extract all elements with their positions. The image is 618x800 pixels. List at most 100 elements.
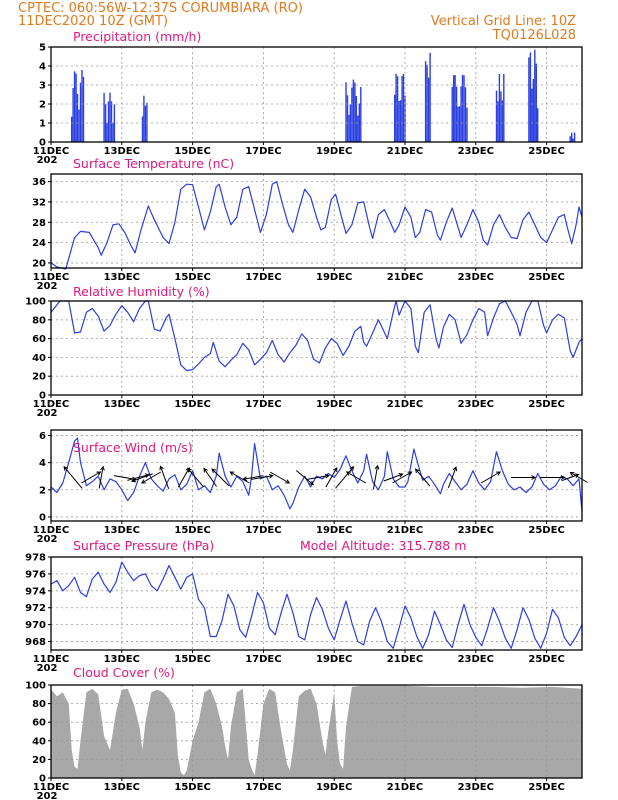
x-tick-label: 13DEC [104, 146, 140, 157]
panel-temperature: 20 24 28 32 36 11DEC 13DEC 15DEC 17DEC 19DEC 21DEC… [32, 156, 583, 292]
precip-bar [572, 138, 574, 142]
wind-arrow [160, 466, 170, 489]
precip-bar [457, 106, 459, 142]
y-tick-label: 968 [25, 637, 46, 648]
precip-bar [427, 77, 430, 142]
precip-bar [537, 108, 539, 142]
x-tick-label: 23DEC [458, 654, 494, 665]
x-tick-label: 21DEC [387, 399, 423, 410]
model-altitude-label: Model Altitude: 315.788 m [300, 538, 466, 553]
precip-bar [104, 104, 107, 142]
y-tick-label: 0 [39, 512, 46, 523]
x-tick-label: 13DEC [104, 525, 140, 536]
wind-arrow [335, 466, 354, 489]
y-tick-label: 20 [32, 258, 46, 269]
precip-bar [500, 91, 502, 142]
precip-bar [75, 73, 77, 142]
precip-bar [346, 95, 349, 142]
wind-arrow [415, 468, 431, 487]
x-tick-label: 17DEC [245, 146, 281, 157]
wind-arrow-head [496, 471, 501, 476]
precip-bar [360, 87, 362, 142]
wind-arrow [127, 474, 149, 481]
wind-arrow-head [96, 471, 102, 476]
y-tick-label: 4 [39, 62, 46, 73]
x-tick-label: 25DEC [528, 654, 564, 665]
precip-bar [358, 103, 360, 142]
panel-frame [50, 173, 583, 269]
wind-arrow-head [452, 466, 458, 472]
x-tick-label: 23DEC [458, 272, 494, 283]
x-tick-label: 23DEC [458, 399, 494, 410]
x-tick-label: 13DEC [104, 782, 140, 793]
precip-bar [464, 87, 467, 142]
y-tick-label: 100 [25, 681, 46, 692]
x-tick-label: 23DEC [458, 782, 494, 793]
x-tick-label: 11DEC [33, 782, 69, 793]
x-tick-label: 15DEC [174, 782, 210, 793]
wind-arrow-head [333, 467, 338, 473]
x-year-label: 202 [37, 534, 58, 545]
wind-arrow [570, 472, 588, 483]
precip-bar [109, 92, 111, 142]
y-tick-label: 40 [32, 736, 46, 747]
wind-arrow-head [242, 476, 248, 482]
x-tick-label: 23DEC [458, 146, 494, 157]
wind-series-line [50, 437, 583, 512]
wind-arrow-head [229, 471, 235, 476]
y-tick-label: 80 [32, 699, 46, 710]
wind-arrow [141, 471, 162, 484]
y-tick-label: 24 [32, 238, 46, 249]
wind-arrow-head [159, 465, 164, 471]
precip-bar [455, 86, 458, 142]
wind-arrow [243, 475, 263, 480]
precip-bar [351, 87, 353, 142]
precip-bar [395, 73, 397, 142]
y-tick-label: 5 [39, 43, 46, 54]
precip-bar [503, 73, 505, 142]
precip-bar [76, 94, 79, 142]
x-tick-label: 19DEC [316, 654, 352, 665]
wind-arrow-head [211, 468, 217, 474]
precip-bar [529, 52, 532, 142]
header-model-id: TQ0126L028 [492, 28, 576, 43]
x-year-label: 202 [37, 408, 58, 419]
precip-bar [399, 100, 402, 142]
wind-arrow-head [100, 465, 105, 471]
y-tick-label: 0 [39, 138, 46, 149]
panel-humidity: 0 20 40 60 80 100 11DEC 13DEC 15DEC 17DEC 19DEC 21D… [25, 284, 583, 419]
wind-arrow-head [374, 464, 380, 470]
wind-arrow-head [324, 473, 330, 479]
x-year-label: 202 [37, 791, 58, 800]
y-tick-label: 972 [25, 603, 46, 614]
precip-bar [498, 74, 501, 142]
wind-arrow [346, 471, 367, 484]
precip-bar [73, 71, 76, 142]
y-tick-label: 20 [32, 755, 46, 766]
cloud-title: Cloud Cover (%) [73, 665, 175, 680]
wind-arrow [187, 467, 204, 488]
y-tick-label: 974 [25, 586, 46, 597]
x-tick-label: 17DEC [245, 399, 281, 410]
cloud-cover-area [51, 685, 582, 778]
wind-arrow [251, 475, 273, 480]
x-tick-label: 21DEC [387, 654, 423, 665]
precip-bar [466, 107, 468, 142]
temperature-title: Surface Temperature (nC) [73, 156, 234, 171]
x-tick-label: 15DEC [174, 399, 210, 410]
wind-arrow [131, 473, 153, 482]
y-tick-label: 60 [32, 718, 46, 729]
y-tick-label: 60 [32, 334, 46, 345]
precip-bar [103, 92, 105, 142]
y-tick-label: 28 [32, 218, 46, 229]
y-tick-label: 40 [32, 353, 46, 364]
y-tick-label: 36 [32, 177, 46, 188]
precip-bar [454, 75, 456, 142]
y-tick-label: 80 [32, 315, 46, 326]
precip-bar [82, 76, 85, 142]
y-tick-label: 970 [25, 620, 46, 631]
x-tick-label: 13DEC [104, 399, 140, 410]
precip-bar [357, 115, 359, 142]
precip-bar [355, 95, 357, 142]
